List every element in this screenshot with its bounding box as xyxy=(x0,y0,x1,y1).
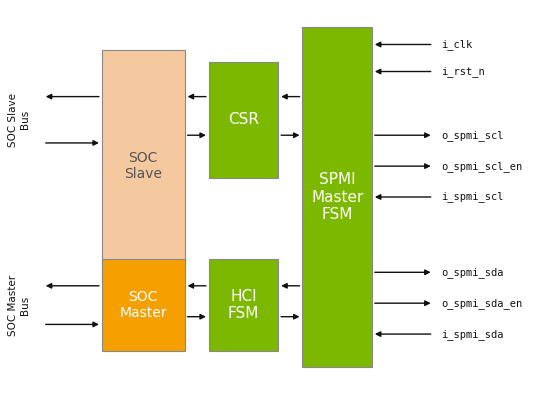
FancyBboxPatch shape xyxy=(102,259,185,351)
Text: SOC
Master: SOC Master xyxy=(120,290,167,320)
Text: i_clk: i_clk xyxy=(442,39,473,50)
Text: o_spmi_scl_en: o_spmi_scl_en xyxy=(442,161,523,171)
Text: SOC Master
Bus: SOC Master Bus xyxy=(8,275,29,336)
Text: i_spmi_sda: i_spmi_sda xyxy=(442,329,504,340)
Text: SOC Slave
Bus: SOC Slave Bus xyxy=(8,93,29,147)
Text: o_spmi_sda_en: o_spmi_sda_en xyxy=(442,298,523,309)
FancyBboxPatch shape xyxy=(102,50,185,282)
FancyBboxPatch shape xyxy=(209,62,278,178)
Text: o_spmi_scl: o_spmi_scl xyxy=(442,130,504,141)
Text: i_spmi_scl: i_spmi_scl xyxy=(442,191,504,203)
Text: HCI
FSM: HCI FSM xyxy=(228,289,259,322)
Text: SPMI
Master
FSM: SPMI Master FSM xyxy=(311,172,364,222)
FancyBboxPatch shape xyxy=(302,27,372,367)
Text: i_rst_n: i_rst_n xyxy=(442,66,485,77)
Text: SOC
Slave: SOC Slave xyxy=(124,151,162,181)
FancyBboxPatch shape xyxy=(209,259,278,351)
Text: o_spmi_sda: o_spmi_sda xyxy=(442,267,504,278)
Text: CSR: CSR xyxy=(228,112,259,127)
